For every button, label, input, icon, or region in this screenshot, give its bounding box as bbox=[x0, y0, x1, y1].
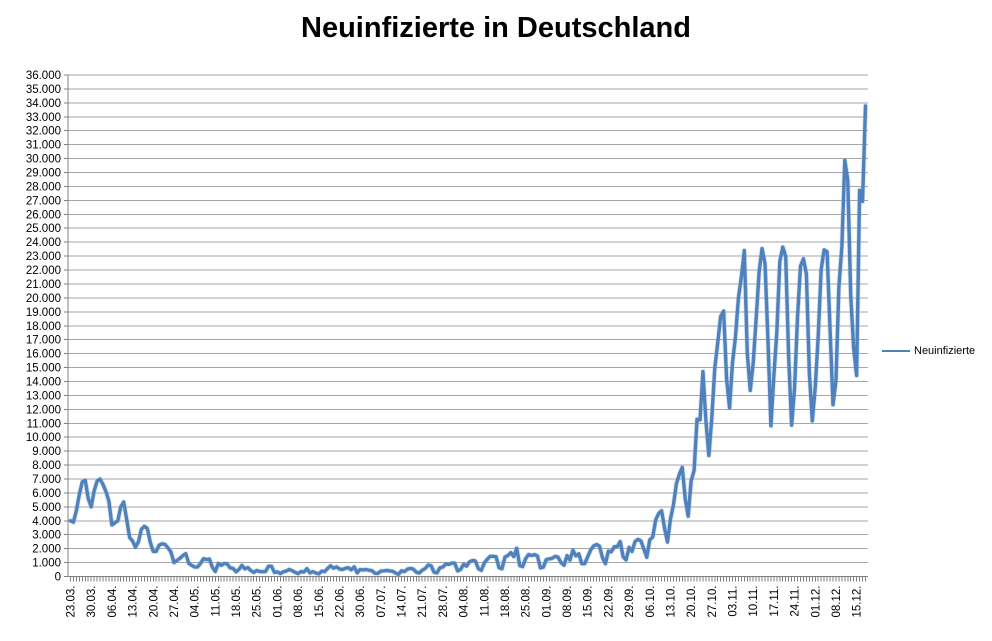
x-tick-label: 28.07. bbox=[438, 586, 450, 618]
y-tick-label: 23.000 bbox=[26, 251, 61, 263]
y-tick-label: 15.000 bbox=[26, 363, 61, 375]
y-tick-label: 12.000 bbox=[26, 404, 61, 416]
x-tick-label: 18.05. bbox=[231, 586, 243, 618]
y-tick-label: 21.000 bbox=[26, 279, 61, 291]
y-tick-label: 10.000 bbox=[26, 432, 61, 444]
x-tick-label: 17.11. bbox=[769, 586, 781, 617]
x-tick-label: 04.08. bbox=[459, 586, 471, 618]
y-tick-label: 4.000 bbox=[32, 516, 61, 528]
y-tick-label: 6.000 bbox=[32, 488, 61, 500]
x-tick-label: 01.12. bbox=[810, 586, 822, 618]
y-tick-label: 26.000 bbox=[26, 209, 61, 221]
y-tick-label: 9.000 bbox=[32, 446, 61, 458]
x-tick-label: 04.05. bbox=[190, 586, 202, 618]
y-gridlines bbox=[68, 74, 868, 564]
x-tick-label: 30.03. bbox=[86, 586, 98, 618]
x-tick-label: 14.07. bbox=[397, 586, 409, 618]
y-tick-label: 14.000 bbox=[26, 376, 61, 388]
x-tick-label: 23.03. bbox=[66, 586, 78, 618]
x-tick-label: 08.09. bbox=[562, 586, 574, 618]
y-tick-marks bbox=[64, 74, 68, 577]
y-tick-label: 5.000 bbox=[32, 502, 61, 514]
series-line bbox=[68, 104, 868, 576]
y-axis-labels: 0 1.000 2.000 3.000 4.000 5.000 6.000 7.000 8.00… bbox=[26, 70, 61, 584]
x-tick-label: 03.11. bbox=[728, 586, 740, 617]
x-tick-label: 15.12. bbox=[852, 586, 864, 618]
y-tick-label: 33.000 bbox=[26, 112, 61, 124]
x-tick-label: 25.05. bbox=[252, 586, 264, 618]
y-tick-label: 25.000 bbox=[26, 223, 61, 235]
y-tick-label: 3.000 bbox=[32, 530, 61, 542]
y-tick-label: 36.000 bbox=[26, 70, 61, 82]
x-tick-label: 06.04. bbox=[107, 586, 119, 618]
x-tick-label: 01.06. bbox=[272, 586, 284, 618]
y-tick-label: 19.000 bbox=[26, 307, 61, 319]
y-tick-label: 35.000 bbox=[26, 84, 61, 96]
x-tick-label: 06.10. bbox=[645, 586, 657, 618]
y-tick-label: 17.000 bbox=[26, 335, 61, 347]
x-tick-label: 11.05. bbox=[210, 586, 222, 617]
y-tick-label: 29.000 bbox=[26, 168, 61, 180]
x-tick-label: 13.10. bbox=[665, 586, 677, 618]
y-tick-label: 2.000 bbox=[32, 544, 61, 556]
x-tick-label: 15.09. bbox=[583, 586, 595, 618]
chart-title: Neuinfizierte in Deutschland bbox=[301, 12, 691, 44]
x-tick-label: 25.08. bbox=[521, 586, 533, 618]
series-neuinfizierte bbox=[68, 103, 868, 577]
x-tick-label: 11.08. bbox=[479, 586, 491, 617]
y-tick-label: 8.000 bbox=[32, 460, 61, 472]
x-tick-label: 07.07. bbox=[376, 586, 388, 618]
y-tick-label: 32.000 bbox=[26, 126, 61, 138]
y-tick-label: 31.000 bbox=[26, 140, 61, 152]
y-tick-label: 16.000 bbox=[26, 349, 61, 361]
y-tick-label: 11.000 bbox=[27, 418, 61, 430]
x-tick-label: 29.09. bbox=[624, 586, 636, 618]
x-tick-label: 27.10. bbox=[707, 586, 719, 618]
y-tick-label: 34.000 bbox=[26, 98, 61, 110]
y-tick-label: 28.000 bbox=[26, 181, 61, 193]
y-tick-label: 13.000 bbox=[26, 390, 61, 402]
x-tick-label: 20.04. bbox=[148, 586, 160, 618]
x-tick-label: 13.04. bbox=[128, 586, 140, 618]
x-tick-label: 18.08. bbox=[500, 586, 512, 618]
legend: Neuinfizierte bbox=[882, 345, 975, 357]
x-tick-label: 21.07. bbox=[417, 586, 429, 618]
x-tick-label: 15.06. bbox=[314, 586, 326, 618]
y-tick-label: 24.000 bbox=[26, 237, 61, 249]
x-tick-label: 20.10. bbox=[686, 586, 698, 618]
x-tick-label: 27.04. bbox=[169, 586, 181, 618]
x-axis-labels: 23.03. 30.03. 06.04. 13.04. 20.04. 27.04. 04.0… bbox=[66, 586, 864, 618]
y-tick-label: 7.000 bbox=[32, 474, 61, 486]
y-tick-label: 0 bbox=[55, 572, 61, 584]
y-tick-label: 30.000 bbox=[26, 154, 61, 166]
x-tick-label: 08.12. bbox=[831, 586, 843, 618]
legend-label: Neuinfizierte bbox=[914, 345, 976, 357]
x-tick-marks bbox=[70, 576, 866, 582]
x-tick-label: 08.06. bbox=[293, 586, 305, 618]
y-tick-label: 27.000 bbox=[26, 195, 61, 207]
x-tick-label: 22.06. bbox=[334, 586, 346, 618]
x-tick-label: 10.11. bbox=[748, 586, 760, 617]
x-tick-label: 24.11. bbox=[790, 586, 802, 617]
x-tick-label: 22.09. bbox=[603, 586, 615, 618]
y-tick-label: 18.000 bbox=[26, 321, 61, 333]
y-tick-label: 20.000 bbox=[26, 293, 61, 305]
x-tick-label: 01.09. bbox=[541, 586, 553, 618]
y-tick-label: 1.000 bbox=[32, 558, 61, 570]
y-tick-label: 22.000 bbox=[26, 265, 61, 277]
x-tick-label: 30.06. bbox=[355, 586, 367, 618]
legend-line-marker bbox=[882, 350, 910, 352]
